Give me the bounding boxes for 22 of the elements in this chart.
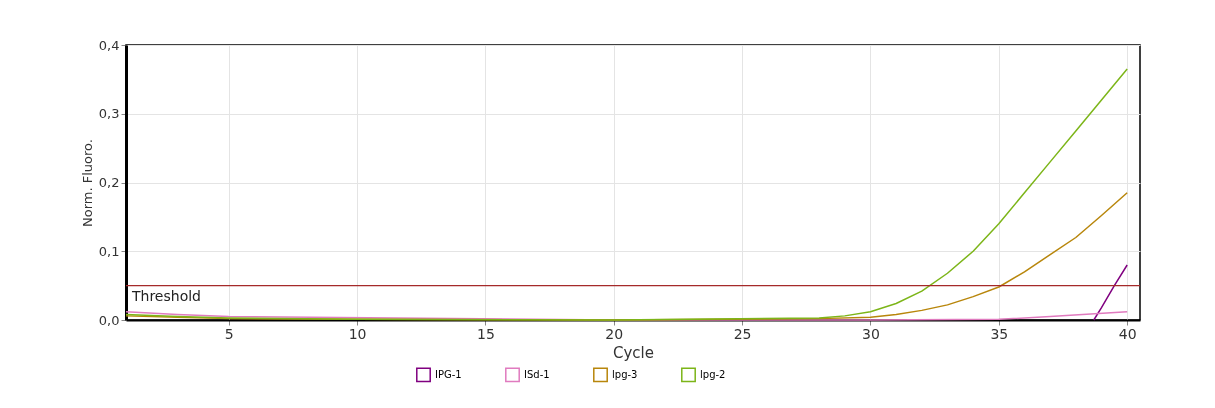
- legend-label: IPG-1: [435, 368, 462, 380]
- y-tick-label: 0,3: [98, 106, 120, 122]
- x-axis-title: Cycle: [613, 343, 654, 362]
- line-series: [1093, 264, 1128, 321]
- legend-label: ISd-1: [524, 368, 550, 380]
- x-tick-label: 40: [1118, 325, 1137, 342]
- legend-label: lpg-3: [612, 368, 638, 380]
- ref-line-label: Threshold: [131, 287, 201, 304]
- x-tick-label: 5: [224, 325, 234, 342]
- y-tick-label: 0,4: [98, 37, 120, 53]
- legend-label: lpg-2: [700, 368, 726, 380]
- x-tick-label: 20: [605, 325, 624, 342]
- x-tick-label: 15: [476, 325, 495, 342]
- y-tick-label: 0,2: [98, 175, 120, 190]
- x-tick-label: 35: [990, 325, 1009, 342]
- y-tick-label: 0,1: [98, 243, 120, 259]
- x-tick-label: 10: [348, 325, 367, 342]
- x-tick-label: 25: [733, 325, 752, 342]
- x-tick-label: 30: [862, 325, 880, 342]
- y-tick-label: 0,0: [98, 312, 120, 328]
- y-axis-title: Norm. Fluoro.: [79, 139, 95, 227]
- line-series: [125, 68, 1128, 321]
